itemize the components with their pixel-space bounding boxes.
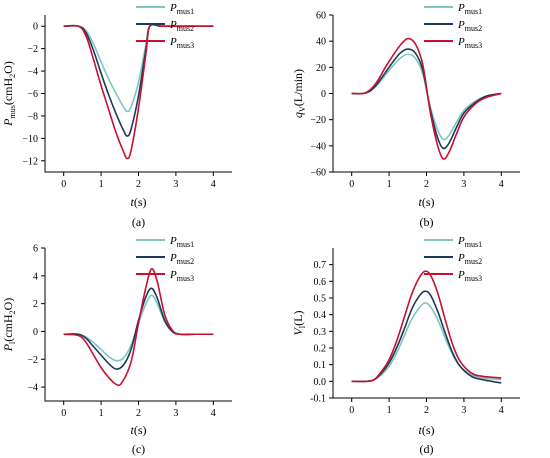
y-axis-label: qV(L/min) — [291, 69, 307, 118]
legend-entry-label: Pmus3 — [457, 269, 482, 283]
y-tick-label: 0.1 — [314, 360, 327, 371]
x-tick-label: 2 — [424, 405, 429, 416]
y-tick-label: −2 — [27, 355, 38, 366]
x-tick-label: 3 — [173, 408, 178, 419]
y-tick-label: −20 — [310, 115, 326, 126]
series-line-pmus2 — [351, 48, 502, 150]
axes-frame — [44, 15, 232, 173]
legend-entry-label: Pmus1 — [457, 2, 482, 16]
legend-entry-label: Pmus2 — [169, 19, 194, 33]
legend-entry-label: Pmus1 — [169, 2, 194, 16]
y-tick-label: 0.4 — [314, 310, 327, 321]
x-tick-label: 3 — [461, 179, 466, 190]
y-tick-label: −8 — [27, 111, 38, 122]
series-line-pmus2 — [351, 290, 502, 384]
series-line-pmus1 — [351, 53, 502, 141]
y-tick-label: −10 — [22, 134, 38, 145]
y-tick-label: −4 — [27, 383, 38, 394]
y-axis-label: Pmus(cmH2O) — [1, 61, 17, 127]
y-tick-label: 0 — [321, 89, 326, 100]
series-line-pmus1 — [351, 302, 502, 383]
legend-entry-label: Pmus1 — [169, 235, 194, 249]
series-line-pmus1 — [63, 294, 214, 362]
legend-entry-label: Pmus3 — [457, 36, 482, 50]
x-axis-label: t(s) — [130, 423, 146, 437]
y-tick-label: 0.3 — [314, 327, 327, 338]
y-tick-label: −12 — [22, 156, 38, 167]
panel-caption: (c) — [132, 442, 145, 456]
series-line-pmus3 — [63, 268, 214, 387]
x-axis-label: t(s) — [130, 195, 146, 209]
legend-entry-label: Pmus1 — [457, 235, 482, 249]
y-tick-label: −60 — [310, 168, 326, 179]
panel-a: 0 1 2 3 4 0 −2 −4 −6 −8 −10 −12 t(s) Pmus(cmH2O) Pmus1… — [1, 2, 232, 229]
x-tick-label: 4 — [499, 179, 504, 190]
x-tick-label: 0 — [61, 408, 66, 419]
y-tick-label: −2 — [27, 44, 38, 55]
x-tick-label: 4 — [211, 179, 216, 190]
y-tick-label: 0.5 — [314, 294, 327, 305]
x-tick-label: 0 — [61, 179, 66, 190]
y-tick-label: −6 — [27, 89, 38, 100]
y-tick-label: −40 — [310, 141, 326, 152]
y-tick-label: 60 — [316, 11, 326, 22]
x-axis-label: t(s) — [418, 423, 434, 437]
legend-entry-label: Pmus2 — [457, 19, 482, 33]
y-tick-label: 0.6 — [314, 277, 327, 288]
y-tick-label: 0.0 — [314, 377, 327, 388]
legend-entry-label: Pmus3 — [169, 36, 194, 50]
y-tick-label: −4 — [27, 67, 38, 78]
panel-d: 0 1 2 3 4 0.7 0.6 0.5 0.4 0.3 0.2 0.1 0.0 -0.1 t(s) Vl(… — [291, 235, 520, 456]
y-tick-label: 4 — [33, 271, 38, 282]
y-tick-label: -0.1 — [310, 394, 326, 405]
y-tick-label: 6 — [33, 244, 38, 255]
x-tick-label: 1 — [387, 179, 392, 190]
x-tick-label: 4 — [499, 405, 504, 416]
y-tick-label: 0.2 — [314, 344, 327, 355]
x-tick-label: 1 — [387, 405, 392, 416]
x-tick-label: 1 — [99, 408, 104, 419]
y-tick-label: 0 — [33, 327, 38, 338]
y-tick-label: 0 — [33, 22, 38, 33]
y-tick-label: 2 — [33, 299, 38, 310]
series-line-pmus3 — [351, 37, 502, 160]
axes-frame — [44, 248, 232, 402]
x-tick-label: 0 — [349, 405, 354, 416]
legend-entry-label: Pmus3 — [169, 269, 194, 283]
panel-caption: (a) — [132, 215, 145, 229]
y-axis-label: Vl(L) — [291, 311, 307, 336]
legend-entry-label: Pmus2 — [457, 252, 482, 266]
x-tick-label: 1 — [99, 179, 104, 190]
y-axis-label: Pl(cmH2O) — [1, 298, 17, 353]
series-line-pmus3 — [351, 270, 502, 383]
x-axis-label: t(s) — [418, 195, 434, 209]
x-tick-label: 0 — [349, 179, 354, 190]
panel-caption: (b) — [420, 215, 434, 229]
x-tick-label: 3 — [173, 179, 178, 190]
panel-c: 0 1 2 3 4 6 4 2 0 −2 −4 t(s) Pl(cmH2O) Pmus1 Pmus2 Pmus… — [1, 235, 232, 456]
x-tick-label: 3 — [461, 405, 466, 416]
x-tick-label: 4 — [211, 408, 216, 419]
y-tick-label: 20 — [316, 63, 326, 74]
y-tick-label: 0.7 — [314, 260, 327, 271]
y-tick-label: 40 — [316, 37, 326, 48]
panel-b: 0 1 2 3 4 60 40 20 0 −20 −40 −60 t(s) qV(L/min) Pmus1 P… — [291, 2, 520, 229]
x-tick-label: 2 — [424, 179, 429, 190]
x-tick-label: 2 — [136, 179, 141, 190]
x-tick-label: 2 — [136, 408, 141, 419]
legend-entry-label: Pmus2 — [169, 252, 194, 266]
panel-caption: (d) — [420, 442, 434, 456]
series-line-pmus2 — [63, 287, 214, 370]
